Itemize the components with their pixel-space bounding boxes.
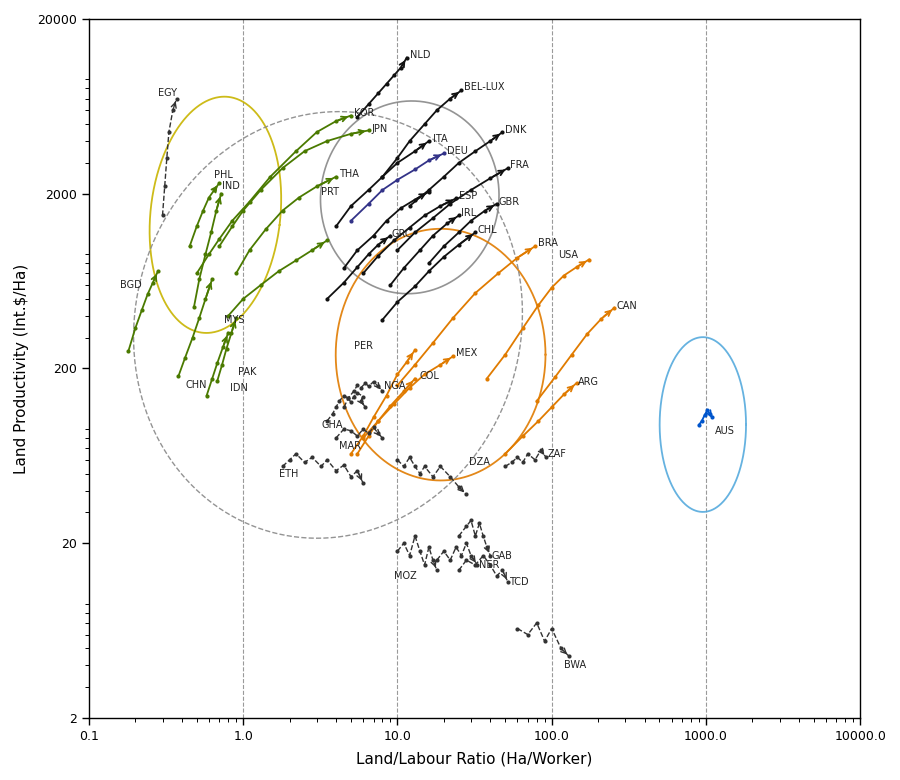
Text: DNK: DNK: [505, 126, 526, 136]
Text: GAB: GAB: [492, 551, 513, 561]
Text: ZAF: ZAF: [547, 448, 566, 459]
Text: FRA: FRA: [510, 161, 529, 171]
Text: JPN: JPN: [372, 124, 388, 134]
Text: IRL: IRL: [462, 208, 477, 218]
Text: CHN: CHN: [185, 381, 206, 390]
Text: ITA: ITA: [433, 134, 447, 144]
Text: THA: THA: [339, 168, 359, 179]
X-axis label: Land/Labour Ratio (Ha/Worker): Land/Labour Ratio (Ha/Worker): [356, 751, 593, 766]
Text: COL: COL: [420, 370, 440, 381]
Text: GBR: GBR: [499, 197, 519, 207]
Text: NLD: NLD: [410, 50, 430, 59]
Text: DEU: DEU: [447, 146, 468, 156]
Text: NER: NER: [480, 560, 500, 570]
Text: BWA: BWA: [564, 661, 586, 670]
Text: DZA: DZA: [469, 457, 490, 467]
Text: NGA: NGA: [384, 381, 406, 392]
Text: PER: PER: [354, 341, 373, 351]
Text: KOR: KOR: [354, 108, 374, 118]
Text: ETH: ETH: [279, 469, 298, 479]
Text: MOZ: MOZ: [394, 571, 417, 581]
Text: PRT: PRT: [321, 186, 339, 197]
Text: IND: IND: [222, 182, 240, 191]
Text: PAK: PAK: [238, 367, 256, 378]
Text: BEL-LUX: BEL-LUX: [464, 83, 505, 93]
Text: CAN: CAN: [617, 300, 638, 310]
Text: USA: USA: [558, 250, 578, 260]
Text: ESP: ESP: [459, 191, 477, 201]
Text: BGD: BGD: [121, 280, 142, 290]
Text: MYS: MYS: [224, 314, 245, 324]
Text: MEX: MEX: [456, 348, 477, 358]
Text: GRC: GRC: [392, 229, 412, 239]
Text: ARG: ARG: [578, 377, 599, 387]
Text: GHA: GHA: [321, 420, 343, 430]
Text: TCD: TCD: [509, 577, 529, 587]
Text: CHL: CHL: [477, 225, 497, 235]
Text: IDN: IDN: [230, 383, 248, 393]
Text: MAR: MAR: [339, 441, 361, 451]
Text: EGY: EGY: [158, 88, 177, 98]
Text: PHL: PHL: [214, 170, 233, 180]
Text: AUS: AUS: [716, 426, 735, 436]
Text: BRA: BRA: [538, 239, 558, 248]
Y-axis label: Land Productivity (Int.$/Ha): Land Productivity (Int.$/Ha): [14, 264, 29, 473]
